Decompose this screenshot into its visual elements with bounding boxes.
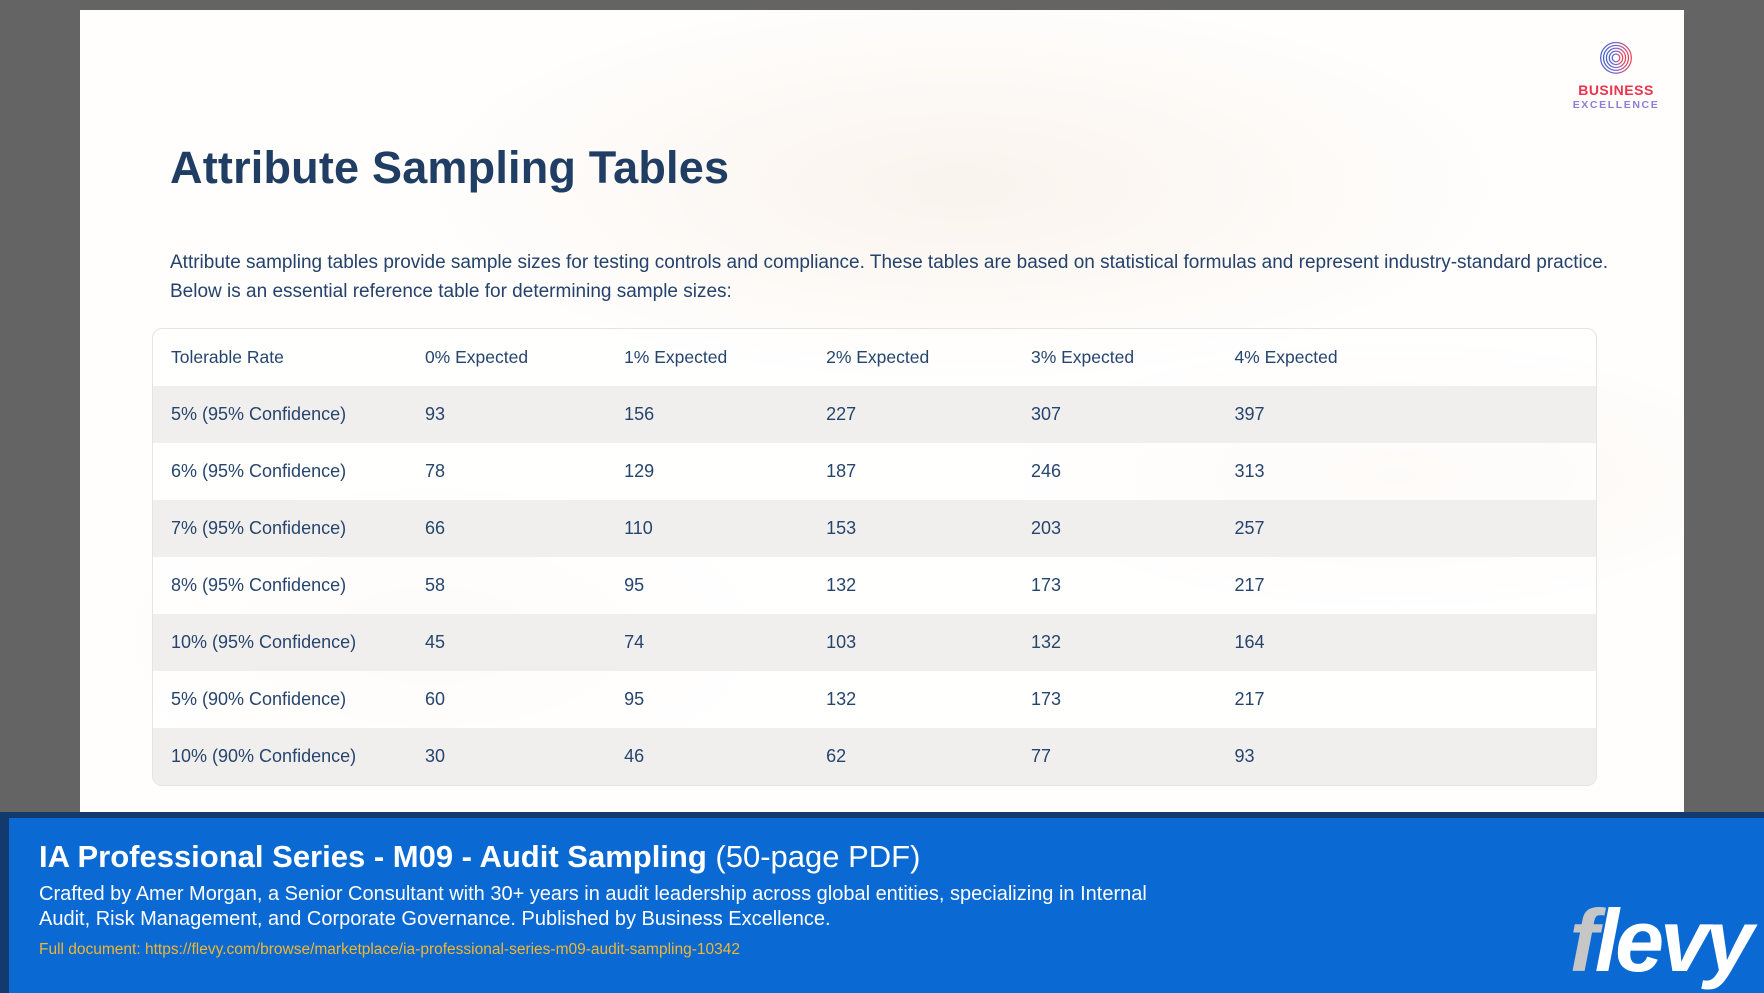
value-cell: 78	[424, 461, 445, 481]
banner-title-bold: IA Professional Series - M09 - Audit Sam…	[39, 839, 707, 874]
value-cell: 30	[424, 746, 445, 766]
row-label-cell: 5% (90% Confidence)	[171, 689, 347, 709]
value-cell: 77	[1030, 746, 1052, 766]
table-row: 5% (95% Confidence) 93 156 227 307 397	[153, 386, 1596, 443]
value-cell: 187	[826, 461, 857, 481]
value-cell: 132	[826, 689, 857, 709]
flevy-logo-levy: levy	[1594, 891, 1754, 990]
banner-content: IA Professional Series - M09 - Audit Sam…	[39, 838, 1149, 959]
value-cell: 93	[1234, 746, 1255, 766]
banner-title: IA Professional Series - M09 - Audit Sam…	[39, 838, 1149, 875]
footer-banner: IA Professional Series - M09 - Audit Sam…	[0, 812, 1764, 993]
flevy-logo: flevy	[1569, 897, 1754, 985]
column-header: 4% Expected	[1234, 347, 1338, 367]
banner-title-suffix: (50-page PDF)	[706, 839, 921, 874]
value-cell: 58	[424, 575, 445, 595]
column-header: Tolerable Rate	[171, 347, 284, 367]
column-header: 2% Expected	[826, 347, 930, 367]
full-document-link[interactable]: Full document: https://flevy.com/browse/…	[39, 941, 740, 958]
value-cell: 93	[424, 404, 445, 424]
value-cell: 95	[624, 575, 645, 595]
value-cell: 164	[1234, 632, 1265, 652]
document-page: BUSINESS EXCELLENCE Attribute Sampling T…	[80, 10, 1684, 812]
value-cell: 46	[624, 746, 645, 766]
table-row: 10% (90% Confidence) 30 46 62 77 93	[153, 728, 1596, 785]
table-row: 10% (95% Confidence) 45 74 103 132 164	[153, 614, 1596, 671]
value-cell: 62	[826, 746, 847, 766]
value-cell: 217	[1234, 575, 1265, 595]
row-label-cell: 10% (90% Confidence)	[171, 746, 357, 766]
banner-description: Crafted by Amer Morgan, a Senior Consult…	[39, 883, 1147, 930]
sampling-table-body: 5% (95% Confidence) 93 156 227 307 397 6% (95%…	[153, 386, 1596, 785]
value-cell: 60	[424, 689, 445, 709]
row-label-cell: 7% (95% Confidence)	[171, 518, 347, 538]
value-cell: 110	[624, 518, 653, 538]
value-cell: 217	[1234, 689, 1265, 709]
value-cell: 95	[624, 689, 645, 709]
flevy-logo-f: f	[1569, 891, 1598, 990]
value-cell: 173	[1030, 575, 1062, 595]
value-cell: 132	[826, 575, 857, 595]
value-cell: 246	[1030, 461, 1062, 481]
sampling-table-card: Tolerable Rate 0% Expected 1% Expected 2% E…	[152, 328, 1597, 786]
column-header: 0% Expected	[424, 347, 529, 367]
value-cell: 132	[1030, 632, 1062, 652]
business-excellence-logo: BUSINESS EXCELLENCE	[1570, 32, 1662, 111]
value-cell: 173	[1030, 689, 1062, 709]
column-header: 3% Expected	[1030, 347, 1135, 367]
page-title: Attribute Sampling Tables	[170, 142, 730, 193]
row-label-cell: 8% (95% Confidence)	[171, 575, 347, 595]
value-cell: 129	[624, 461, 655, 481]
value-cell: 74	[624, 632, 645, 652]
table-row: 5% (90% Confidence) 60 95 132 173 217	[153, 671, 1596, 728]
value-cell: 257	[1234, 518, 1265, 538]
table-header-row: Tolerable Rate 0% Expected 1% Expected 2% E…	[153, 329, 1596, 386]
fingerprint-globe-icon	[1600, 34, 1632, 74]
value-cell: 66	[424, 518, 445, 538]
value-cell: 153	[826, 518, 857, 538]
sampling-table: Tolerable Rate 0% Expected 1% Expected 2% E…	[153, 329, 1596, 785]
value-cell: 203	[1030, 518, 1062, 538]
row-label-cell: 5% (95% Confidence)	[171, 404, 347, 424]
row-label-cell: 10% (95% Confidence)	[171, 632, 357, 652]
table-row: 6% (95% Confidence) 78 129 187 246 313	[153, 443, 1596, 500]
value-cell: 227	[826, 404, 857, 424]
logo-text-excellence: EXCELLENCE	[1572, 99, 1660, 111]
value-cell: 313	[1234, 461, 1265, 481]
value-cell: 103	[826, 632, 857, 652]
row-label-cell: 6% (95% Confidence)	[171, 461, 347, 481]
value-cell: 307	[1030, 404, 1062, 424]
logo-text-business: BUSINESS	[1578, 82, 1654, 98]
table-row: 7% (95% Confidence) 66 110 153 203 257	[153, 500, 1596, 557]
value-cell: 45	[424, 632, 445, 652]
table-row: 8% (95% Confidence) 58 95 132 173 217	[153, 557, 1596, 614]
column-header: 1% Expected	[624, 347, 728, 367]
intro-paragraph: Attribute sampling tables provide sample…	[170, 252, 1609, 302]
value-cell: 397	[1234, 404, 1265, 424]
value-cell: 156	[624, 404, 655, 424]
